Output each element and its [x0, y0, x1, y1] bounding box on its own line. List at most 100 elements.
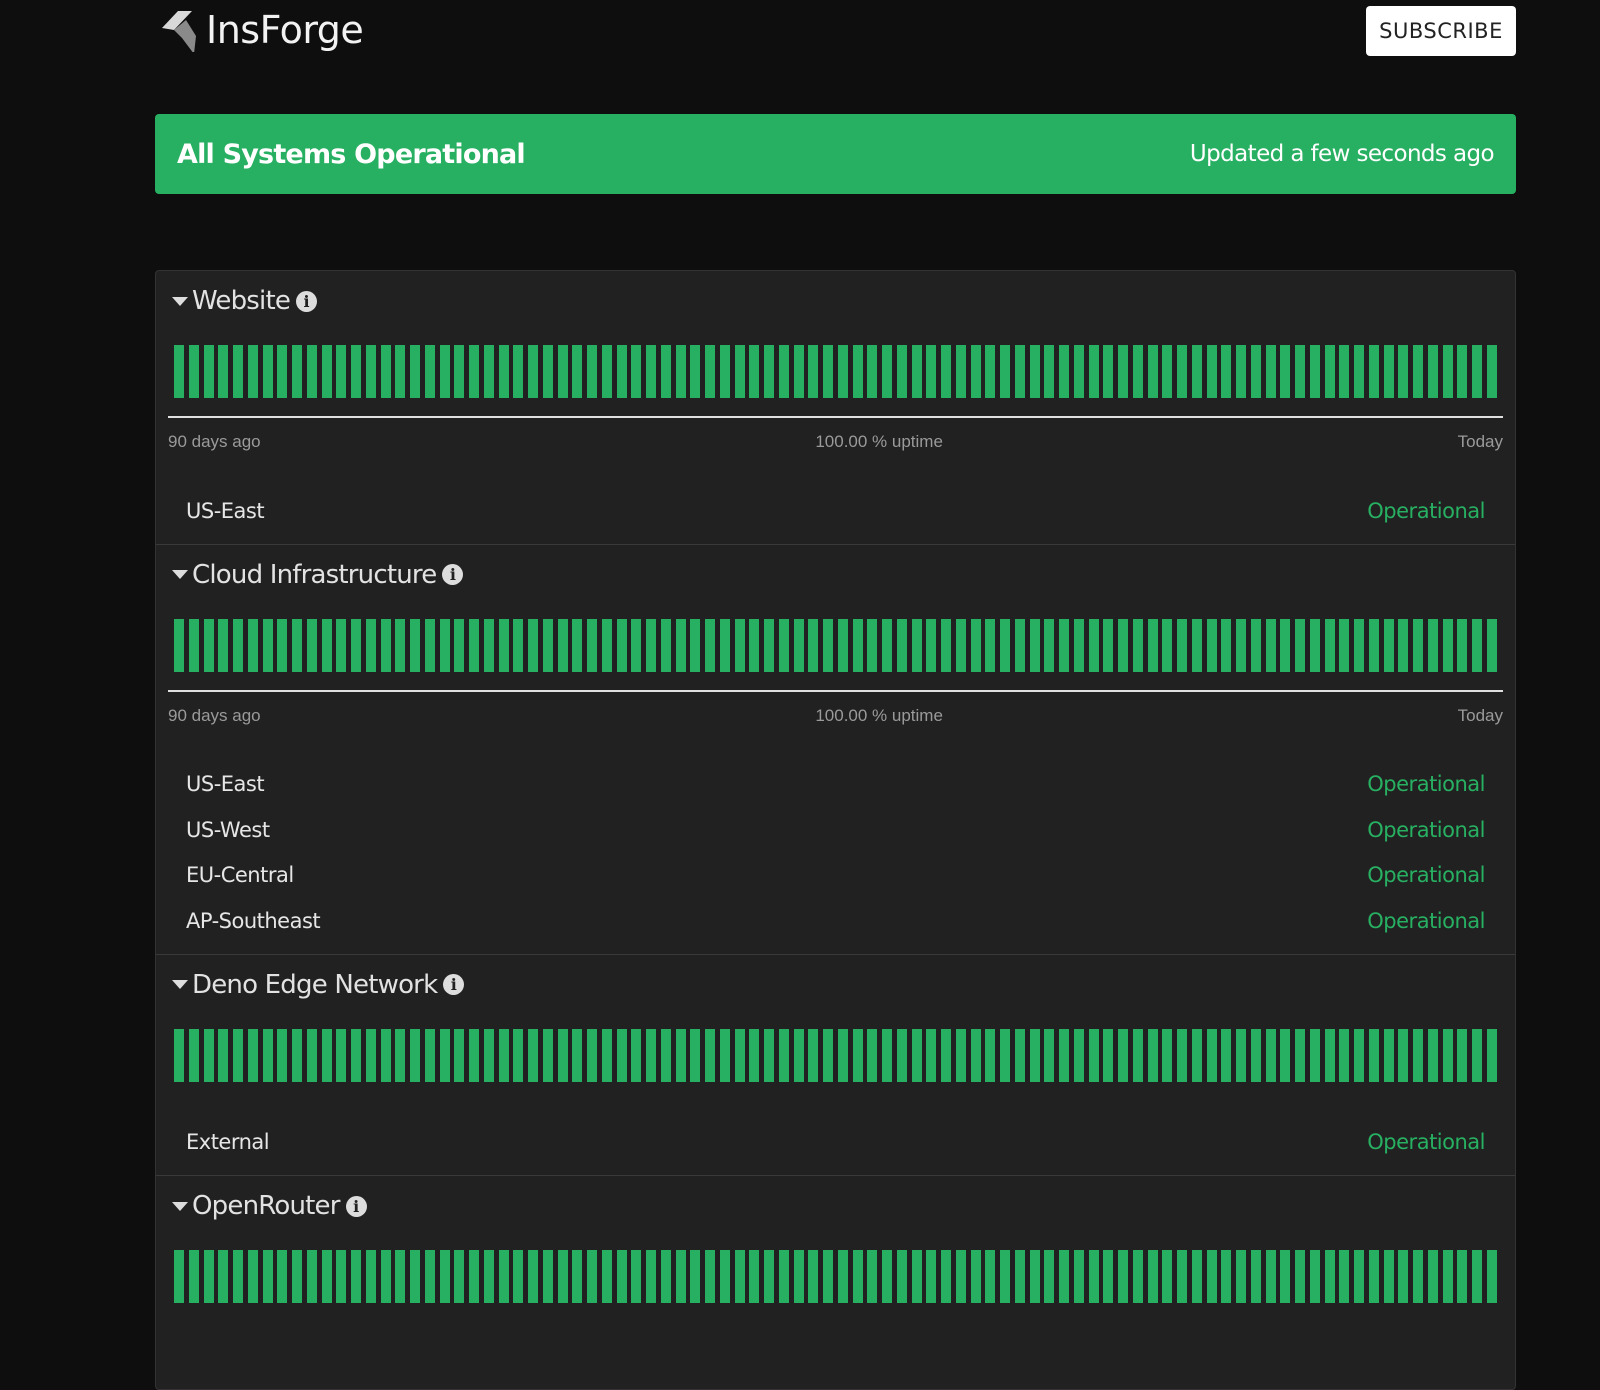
uptime-day-bar[interactable]: [1398, 618, 1409, 672]
uptime-day-bar[interactable]: [395, 345, 406, 398]
uptime-day-bar[interactable]: [882, 618, 892, 672]
uptime-day-bar[interactable]: [233, 618, 243, 672]
uptime-day-bar[interactable]: [852, 1028, 863, 1082]
uptime-day-bar[interactable]: [867, 1250, 878, 1303]
uptime-day-bar[interactable]: [1427, 1028, 1438, 1082]
uptime-day-bar[interactable]: [1000, 1250, 1010, 1303]
uptime-day-bar[interactable]: [424, 1028, 435, 1082]
uptime-day-bar[interactable]: [926, 1250, 937, 1303]
uptime-day-bar[interactable]: [380, 618, 391, 672]
info-icon[interactable]: i: [443, 974, 465, 995]
caret-down-icon[interactable]: [172, 1201, 188, 1211]
uptime-day-bar[interactable]: [1309, 1028, 1320, 1082]
uptime-day-bar[interactable]: [351, 1028, 361, 1082]
uptime-day-bar[interactable]: [1295, 1250, 1305, 1303]
uptime-day-bar[interactable]: [1029, 1250, 1040, 1303]
uptime-day-bar[interactable]: [1162, 618, 1173, 672]
uptime-day-bar[interactable]: [867, 618, 878, 672]
subscribe-button[interactable]: SUBSCRIBE: [1366, 6, 1516, 56]
uptime-day-bar[interactable]: [1324, 618, 1335, 672]
uptime-day-bar[interactable]: [454, 1250, 465, 1303]
uptime-day-bar[interactable]: [867, 1028, 878, 1082]
uptime-day-bar[interactable]: [808, 1250, 819, 1303]
uptime-day-bar[interactable]: [1442, 1028, 1453, 1082]
uptime-day-bar[interactable]: [513, 1250, 524, 1303]
uptime-day-bar[interactable]: [542, 618, 553, 672]
uptime-day-bar[interactable]: [1147, 618, 1158, 672]
uptime-day-bar[interactable]: [823, 1028, 833, 1082]
uptime-day-bar[interactable]: [262, 1028, 273, 1082]
uptime-day-bar[interactable]: [734, 1250, 745, 1303]
uptime-day-bar[interactable]: [1029, 618, 1040, 672]
uptime-day-bar[interactable]: [1442, 618, 1453, 672]
uptime-day-bar[interactable]: [1059, 1250, 1069, 1303]
uptime-day-bar[interactable]: [1191, 1250, 1202, 1303]
uptime-day-bar[interactable]: [1029, 1028, 1040, 1082]
uptime-day-bar[interactable]: [321, 345, 332, 398]
uptime-day-bar[interactable]: [557, 618, 568, 672]
uptime-day-bar[interactable]: [306, 618, 317, 672]
uptime-day-bar[interactable]: [1413, 1028, 1423, 1082]
uptime-day-bar[interactable]: [218, 1250, 229, 1303]
uptime-day-bar[interactable]: [1324, 1028, 1335, 1082]
uptime-day-bar[interactable]: [705, 618, 715, 672]
uptime-day-bar[interactable]: [970, 1028, 981, 1082]
uptime-day-bar[interactable]: [896, 345, 907, 398]
uptime-day-bar[interactable]: [321, 1028, 332, 1082]
uptime-day-bar[interactable]: [498, 1250, 509, 1303]
uptime-day-bar[interactable]: [306, 1028, 317, 1082]
uptime-day-bar[interactable]: [306, 1250, 317, 1303]
uptime-day-bar[interactable]: [1118, 1028, 1128, 1082]
uptime-day-bar[interactable]: [351, 618, 361, 672]
uptime-day-bar[interactable]: [705, 1028, 715, 1082]
uptime-day-bar[interactable]: [174, 618, 184, 672]
uptime-day-bar[interactable]: [837, 1250, 848, 1303]
uptime-day-bar[interactable]: [1118, 345, 1128, 398]
uptime-day-bar[interactable]: [1044, 1028, 1055, 1082]
uptime-day-bar[interactable]: [749, 1250, 760, 1303]
uptime-day-bar[interactable]: [321, 1250, 332, 1303]
uptime-day-bar[interactable]: [1413, 618, 1423, 672]
uptime-day-bar[interactable]: [410, 1028, 420, 1082]
uptime-day-bar[interactable]: [1280, 618, 1291, 672]
uptime-day-bar[interactable]: [1191, 618, 1202, 672]
uptime-day-bar[interactable]: [1191, 345, 1202, 398]
uptime-day-bar[interactable]: [778, 618, 789, 672]
uptime-day-bar[interactable]: [1014, 345, 1025, 398]
uptime-day-bar[interactable]: [1162, 1250, 1173, 1303]
uptime-day-bar[interactable]: [1442, 345, 1453, 398]
uptime-day-bar[interactable]: [1250, 618, 1261, 672]
uptime-day-bar[interactable]: [1088, 618, 1099, 672]
uptime-day-bar[interactable]: [1354, 1028, 1364, 1082]
uptime-day-bar[interactable]: [1162, 1028, 1173, 1082]
uptime-day-bar[interactable]: [764, 345, 774, 398]
uptime-day-bar[interactable]: [572, 345, 583, 398]
uptime-day-bar[interactable]: [1354, 1250, 1364, 1303]
uptime-day-bar[interactable]: [395, 1250, 406, 1303]
uptime-day-bar[interactable]: [1339, 1028, 1350, 1082]
uptime-day-bar[interactable]: [380, 1028, 391, 1082]
uptime-day-bar[interactable]: [808, 1028, 819, 1082]
uptime-day-bar[interactable]: [1236, 345, 1246, 398]
uptime-day-bar[interactable]: [1103, 1250, 1114, 1303]
uptime-day-bar[interactable]: [483, 1250, 494, 1303]
uptime-day-bar[interactable]: [262, 618, 273, 672]
uptime-day-bar[interactable]: [793, 618, 804, 672]
uptime-day-bar[interactable]: [1103, 345, 1114, 398]
uptime-day-bar[interactable]: [469, 345, 479, 398]
uptime-day-bar[interactable]: [1206, 618, 1217, 672]
uptime-day-bar[interactable]: [439, 1250, 450, 1303]
uptime-day-bar[interactable]: [1044, 345, 1055, 398]
uptime-day-bar[interactable]: [454, 618, 465, 672]
uptime-day-bar[interactable]: [719, 618, 730, 672]
uptime-day-bar[interactable]: [233, 345, 243, 398]
uptime-day-bar[interactable]: [395, 618, 406, 672]
uptime-day-bar[interactable]: [498, 345, 509, 398]
uptime-day-bar[interactable]: [424, 618, 435, 672]
uptime-day-bar[interactable]: [823, 618, 833, 672]
uptime-day-bar[interactable]: [941, 345, 951, 398]
uptime-day-bar[interactable]: [1236, 1250, 1246, 1303]
uptime-day-bar[interactable]: [557, 1250, 568, 1303]
uptime-day-bar[interactable]: [1073, 345, 1084, 398]
uptime-day-bar[interactable]: [1280, 1250, 1291, 1303]
